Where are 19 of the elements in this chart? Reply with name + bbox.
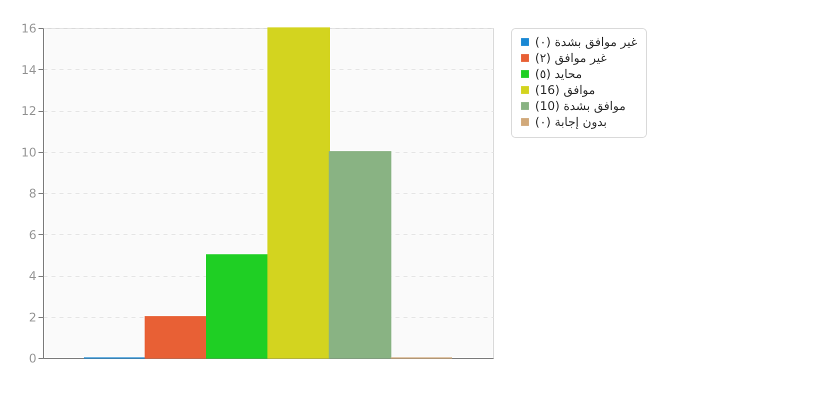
bar — [328, 151, 392, 359]
bar — [267, 27, 330, 359]
legend-label: محايد (٥) — [535, 67, 582, 81]
y-tick-label: 2 — [28, 310, 36, 324]
legend-label: موافق (16) — [535, 83, 596, 97]
y-tick-label: 0 — [28, 352, 36, 366]
y-tick-label: 6 — [28, 228, 36, 242]
legend-label: موافق بشدة (10) — [535, 99, 626, 113]
y-tick-label: 14 — [21, 62, 36, 77]
bar — [144, 316, 208, 359]
y-tick-label: 12 — [21, 104, 36, 118]
bar — [206, 254, 269, 359]
y-tick-label: 16 — [21, 22, 36, 36]
y-tick-label: 4 — [28, 269, 36, 283]
legend-label: غير موافق بشدة (٠) — [535, 35, 638, 49]
legend-label: غير موافق (٢) — [535, 51, 607, 65]
y-tick-label: 8 — [28, 186, 36, 200]
legend-label: بدون إجابة (٠) — [535, 115, 607, 129]
y-tick-label: 10 — [21, 145, 36, 160]
